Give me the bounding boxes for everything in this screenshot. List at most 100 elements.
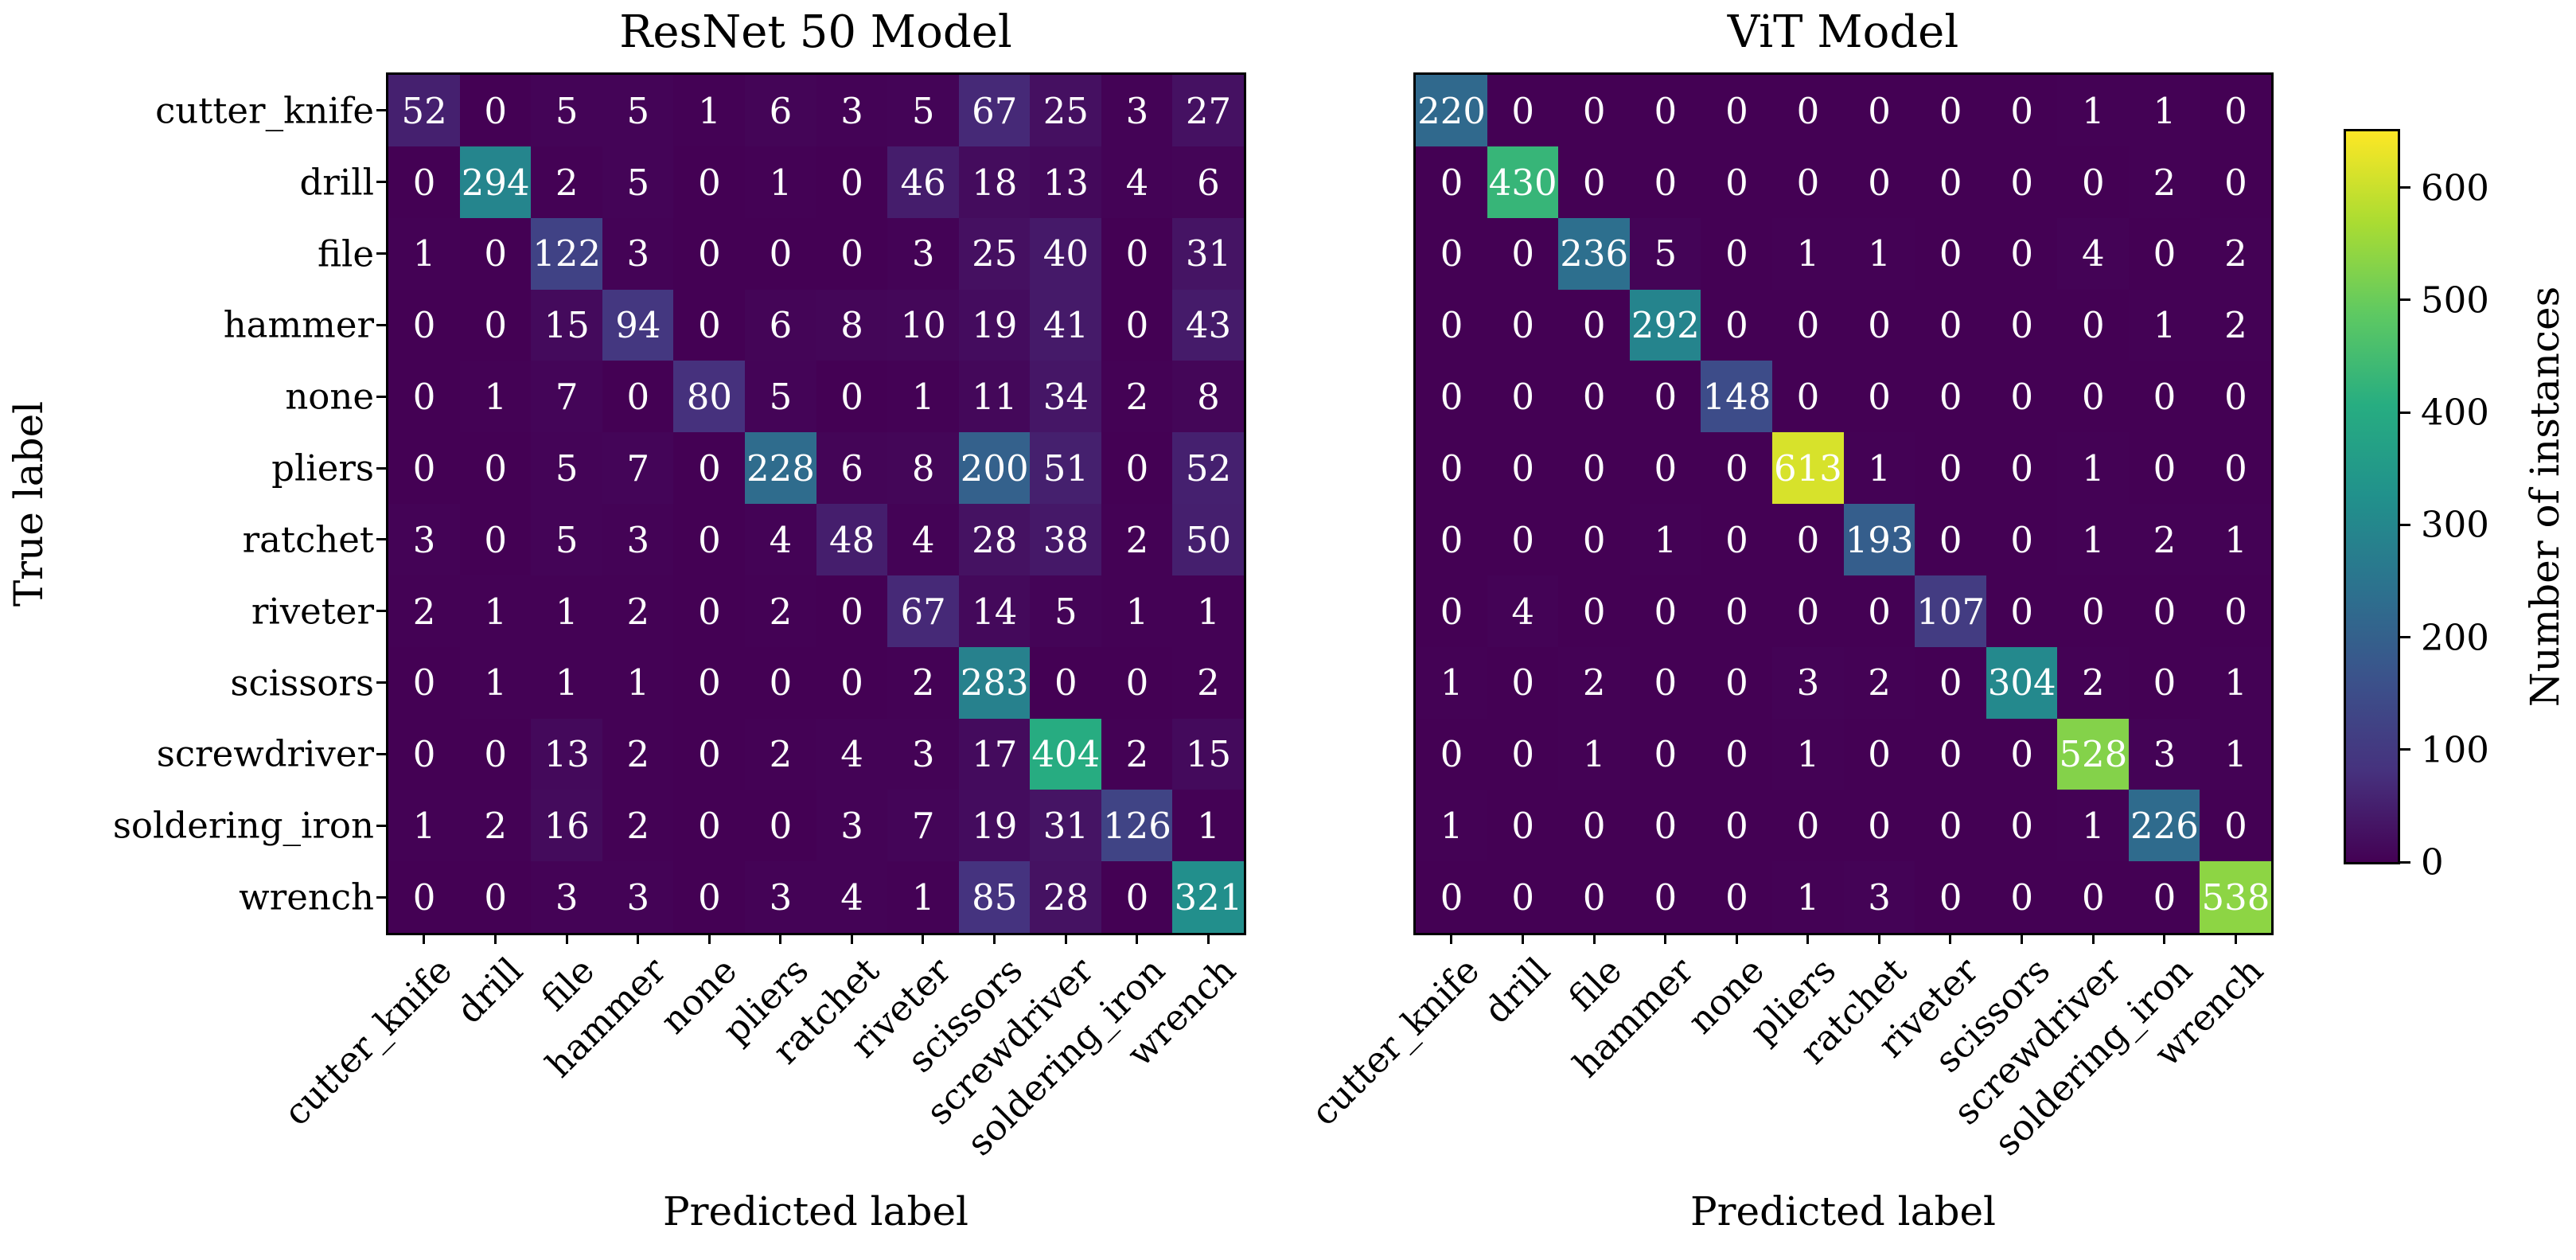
matrix-cell: 18 <box>958 146 1031 219</box>
matrix-cell: 0 <box>1701 432 1773 505</box>
matrix-cell: 8 <box>816 289 888 361</box>
y-tick-label: ratchet <box>242 518 374 561</box>
matrix-cell: 0 <box>459 718 532 790</box>
colorbar-tick-mark <box>2398 748 2410 751</box>
matrix-cell: 0 <box>673 718 746 790</box>
y-tick-mark <box>376 395 388 398</box>
matrix-cell: 5 <box>602 75 674 147</box>
matrix-cell: 52 <box>1172 432 1244 505</box>
matrix-cell: 0 <box>1915 75 1987 147</box>
x-tick-mark <box>423 933 426 944</box>
matrix-cell: 613 <box>1771 432 1845 505</box>
matrix-cell: 15 <box>1172 718 1244 790</box>
matrix-cell: 1 <box>887 861 960 933</box>
matrix-cell: 1 <box>887 361 960 433</box>
y-tick-mark <box>376 895 388 899</box>
matrix-cell: 0 <box>1416 217 1488 291</box>
matrix-cell: 0 <box>1843 289 1915 361</box>
y-tick-label: scissors <box>230 661 374 704</box>
matrix-cell: 0 <box>1487 432 1559 505</box>
matrix-cell: 5 <box>744 361 817 433</box>
matrix-cell: 1 <box>531 575 603 648</box>
matrix-cell: 0 <box>673 432 746 505</box>
x-tick-mark <box>993 933 996 944</box>
matrix-cell: 0 <box>1487 75 1559 147</box>
matrix-cell: 3 <box>602 217 674 291</box>
matrix-cell: 1 <box>1558 718 1631 790</box>
matrix-cell: 430 <box>1487 146 1559 219</box>
matrix-cell: 0 <box>1771 289 1845 361</box>
matrix-cell: 1 <box>1843 432 1915 505</box>
matrix-cell: 0 <box>1629 146 1701 219</box>
matrix-cell: 2 <box>1101 718 1173 790</box>
matrix-cell: 5 <box>887 75 960 147</box>
x-tick-mark <box>493 933 497 944</box>
matrix-cell: 80 <box>673 361 746 433</box>
matrix-cell: 1 <box>2057 504 2130 576</box>
matrix-cell: 48 <box>816 504 888 576</box>
matrix-cell: 0 <box>1701 575 1773 648</box>
matrix-cell: 0 <box>1771 575 1845 648</box>
matrix-cell: 94 <box>602 289 674 361</box>
x-tick-label: cutter_knife <box>1302 949 1487 1134</box>
x-tick-mark <box>707 933 711 944</box>
y-tick-label: drill <box>299 161 375 204</box>
x-tick-mark <box>1064 933 1067 944</box>
matrix-cell: 226 <box>2128 790 2200 862</box>
x-tick-mark <box>779 933 782 944</box>
matrix-cell: 404 <box>1030 718 1102 790</box>
matrix-cell: 2 <box>1558 646 1631 720</box>
matrix-cell: 28 <box>958 504 1031 576</box>
matrix-cell: 0 <box>1487 504 1559 576</box>
matrix-cell: 38 <box>1030 504 1102 576</box>
vit-heatmap-cells: 220 0 0 0 0 0 0 0 0 1 1 0 0 430 0 0 0 0 0 0 0 0 2 0 0 0 236 5 0 1 1 0 0 4… <box>1416 75 2271 933</box>
matrix-cell: 0 <box>1986 504 2058 576</box>
matrix-cell: 1 <box>1771 217 1845 291</box>
matrix-cell: 0 <box>673 217 746 291</box>
matrix-cell: 0 <box>2128 575 2200 648</box>
matrix-cell: 0 <box>1487 718 1559 790</box>
matrix-cell: 0 <box>2200 432 2271 505</box>
matrix-cell: 0 <box>2128 646 2200 720</box>
matrix-cell: 3 <box>2128 718 2200 790</box>
matrix-cell: 2 <box>388 575 461 648</box>
x-tick-mark <box>2091 933 2095 944</box>
matrix-cell: 2 <box>2200 217 2271 291</box>
matrix-cell: 0 <box>2057 575 2130 648</box>
matrix-cell: 283 <box>958 646 1031 720</box>
y-tick-label: riveter <box>251 590 374 633</box>
matrix-cell: 292 <box>1629 289 1701 361</box>
matrix-cell: 14 <box>958 575 1031 648</box>
matrix-cell: 0 <box>1629 575 1701 648</box>
matrix-cell: 0 <box>1986 718 2058 790</box>
matrix-cell: 1 <box>2200 646 2271 720</box>
vit-heatmap: 220 0 0 0 0 0 0 0 0 1 1 0 0 430 0 0 0 0 0 0 0 0 2 0 0 0 236 5 0 1 1 0 0 4… <box>1413 72 2274 935</box>
matrix-cell: 28 <box>1030 861 1102 933</box>
panel-title-resnet: ResNet 50 Model <box>619 6 1012 58</box>
matrix-cell: 11 <box>958 361 1031 433</box>
matrix-cell: 0 <box>816 146 888 219</box>
matrix-cell: 1 <box>388 217 461 291</box>
matrix-cell: 2 <box>2200 289 2271 361</box>
matrix-cell: 6 <box>1172 146 1244 219</box>
matrix-cell: 27 <box>1172 75 1244 147</box>
matrix-cell: 294 <box>459 146 532 219</box>
matrix-cell: 6 <box>744 75 817 147</box>
matrix-cell: 17 <box>958 718 1031 790</box>
matrix-cell: 8 <box>887 432 960 505</box>
matrix-cell: 2 <box>459 790 532 862</box>
matrix-cell: 0 <box>2128 361 2200 433</box>
matrix-cell: 4 <box>1487 575 1559 648</box>
matrix-cell: 1 <box>673 75 746 147</box>
y-tick-label: cutter_knife <box>155 89 374 132</box>
matrix-cell: 0 <box>1558 146 1631 219</box>
matrix-cell: 13 <box>1030 146 1102 219</box>
y-tick-mark <box>376 109 388 112</box>
matrix-cell: 0 <box>744 790 817 862</box>
matrix-cell: 2 <box>1101 361 1173 433</box>
matrix-cell: 0 <box>1558 75 1631 147</box>
matrix-cell: 0 <box>1915 289 1987 361</box>
matrix-cell: 0 <box>673 146 746 219</box>
matrix-cell: 5 <box>602 146 674 219</box>
